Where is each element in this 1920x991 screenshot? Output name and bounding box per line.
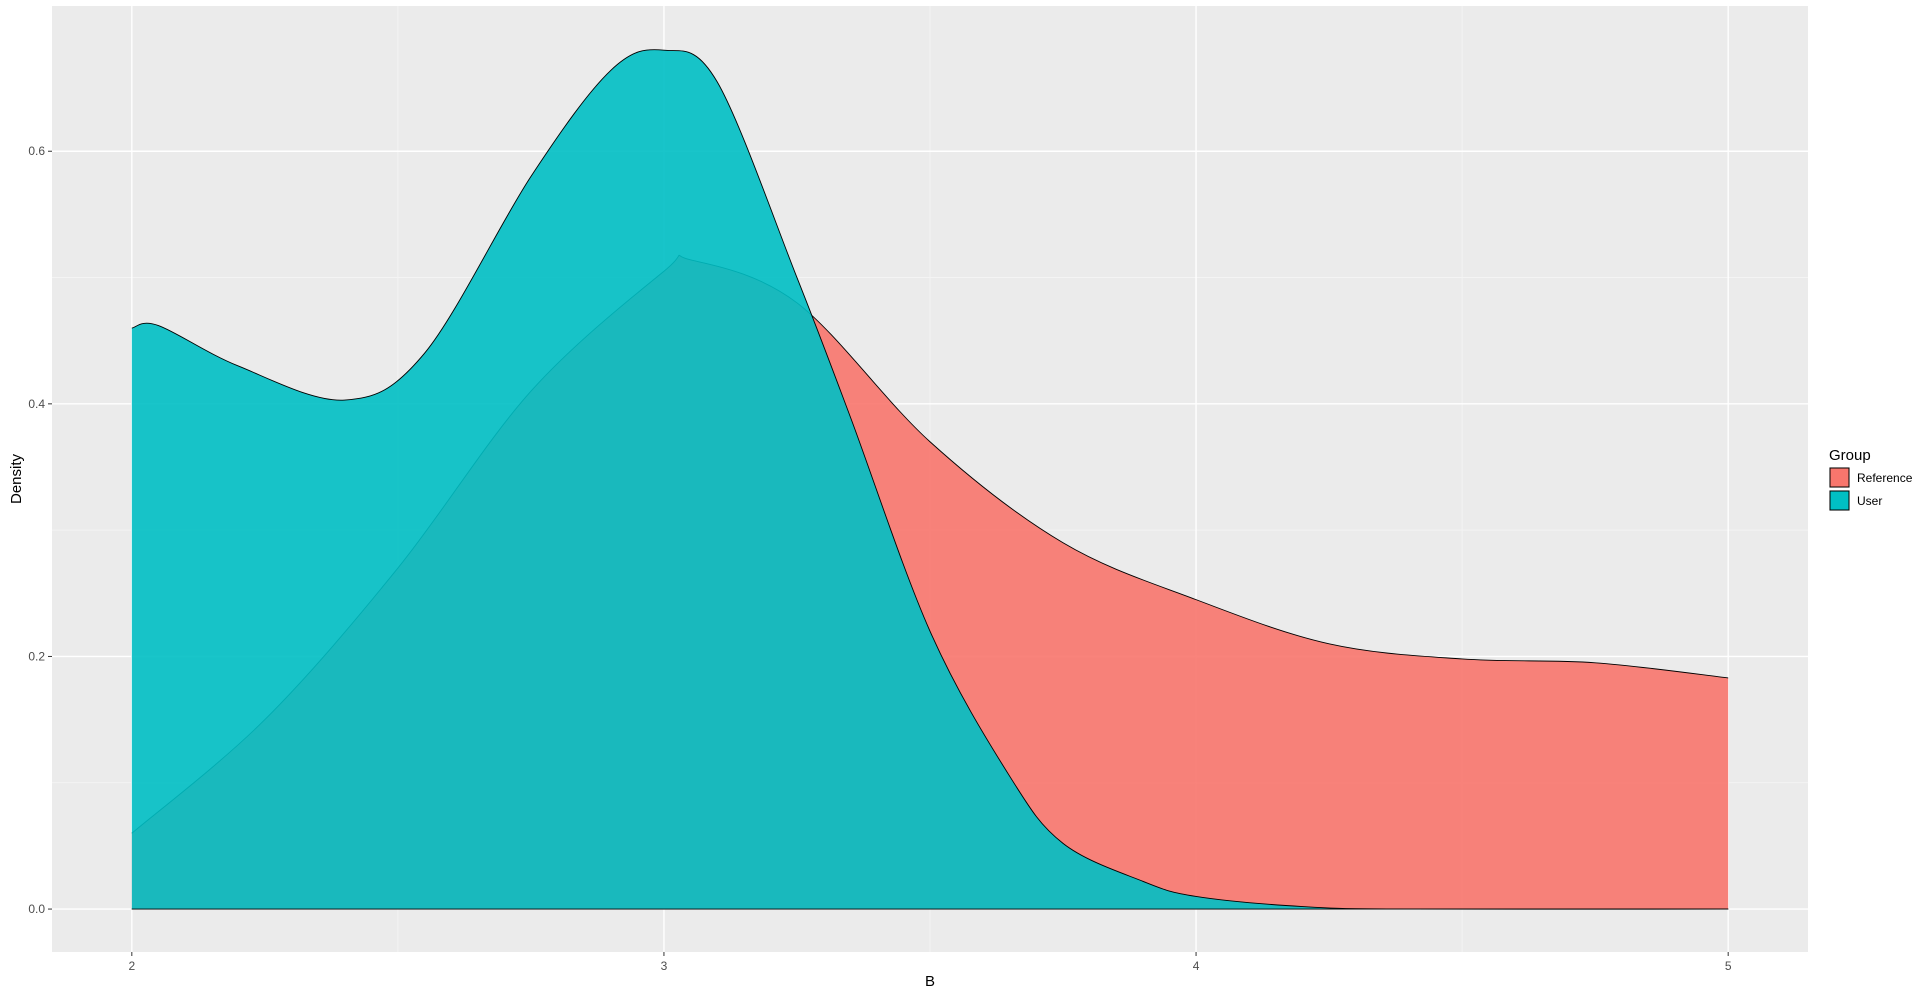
x-tick-label: 4 [1193, 959, 1200, 973]
user-density-area [131, 49, 1729, 910]
legend-swatch-reference [1829, 467, 1850, 488]
legend-title: Group [1829, 447, 1871, 464]
y-tick-label: 0.6 [28, 144, 45, 158]
legend-entries: Reference User [1829, 467, 1913, 511]
density-areas [131, 49, 1729, 910]
legend: Group Reference User [1829, 447, 1913, 511]
legend-label-user: User [1857, 494, 1882, 508]
x-axis: 2 3 4 5 [128, 952, 1732, 973]
y-tick-label: 0.4 [28, 397, 45, 411]
x-tick-label: 3 [661, 959, 668, 973]
legend-swatch-user [1829, 490, 1850, 511]
x-tick-label: 2 [128, 959, 135, 973]
x-axis-title: B [925, 973, 935, 990]
legend-label-reference: Reference [1857, 471, 1913, 485]
y-tick-label: 0.0 [28, 902, 45, 916]
y-axis: 0.0 0.2 0.4 0.6 [28, 144, 52, 916]
y-axis-title: Density [8, 453, 25, 504]
user-density-curve [131, 49, 1729, 910]
x-tick-label: 5 [1725, 959, 1732, 973]
y-tick-label: 0.2 [28, 649, 45, 663]
